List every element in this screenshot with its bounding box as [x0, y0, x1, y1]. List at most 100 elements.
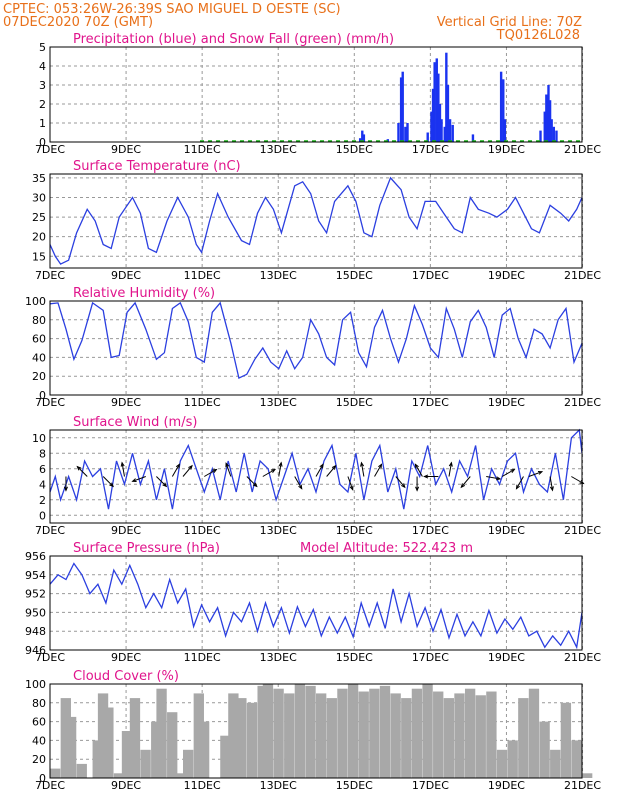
header-date: 07DEC2020 70Z (GMT) [3, 15, 153, 30]
panel-frame [49, 300, 583, 396]
cloud-bar [257, 685, 268, 778]
cloud-bar [103, 707, 114, 778]
cloud-bar [228, 693, 239, 778]
header-station: CPTEC: 053:26W-26:39S SAO MIGUEL D OESTE… [3, 2, 341, 17]
x-tick-label: 11DEC [184, 779, 221, 792]
x-tick-label: 7DEC [35, 143, 65, 156]
cloud-bar [401, 698, 412, 778]
cloud-bar [443, 698, 455, 778]
wind-arrowhead [414, 463, 419, 469]
cloud-bar [486, 691, 497, 778]
x-tick-label: 13DEC [260, 143, 297, 156]
cloud-bar [113, 773, 125, 778]
cloud-bar [220, 735, 231, 778]
x-tick-label: 11DEC [184, 269, 221, 282]
precip-bar [361, 130, 364, 142]
wind-arrow [246, 476, 258, 487]
wind-arrowhead [188, 464, 193, 470]
cloud-bar [151, 721, 162, 778]
wind-arrow [528, 471, 543, 477]
wind-arrow [414, 464, 423, 477]
precip-bar [362, 134, 366, 142]
precip-bar [399, 77, 403, 142]
wind-arrowhead [331, 464, 337, 470]
y-tick-label: 6 [39, 463, 46, 476]
x-tick-label: 17DEC [412, 779, 449, 792]
precip-bar [547, 85, 550, 142]
cloud-bar [121, 731, 133, 778]
x-tick-label: 9DEC [111, 269, 141, 282]
precip-bar [502, 79, 505, 142]
precip-bar [445, 52, 448, 143]
wind-arrow [360, 462, 365, 477]
x-tick-label: 19DEC [488, 143, 525, 156]
precip-bar [443, 126, 446, 142]
panel-frame [49, 46, 583, 143]
y-tick-label: 80 [32, 697, 46, 710]
wind-arrow [448, 462, 452, 477]
y-tick-label: 25 [32, 211, 46, 224]
wind-arrowhead [109, 482, 115, 488]
header-grid-note: Vertical Grid Line: 70Z [437, 15, 582, 30]
cloud-bar [358, 691, 369, 778]
panel-frame [49, 683, 583, 779]
precip-bar [555, 130, 558, 142]
wind-arrow [460, 476, 471, 488]
wind-arrow [486, 476, 501, 480]
cloud-bar [571, 740, 582, 778]
cloud-bar [433, 691, 444, 778]
cloud-bar [175, 773, 186, 778]
x-tick-label: 11DEC [184, 524, 221, 537]
x-tick-label: 17DEC [412, 143, 449, 156]
y-tick-label: 60 [32, 333, 46, 346]
precip-bar [539, 130, 542, 142]
x-tick-label: 13DEC [260, 396, 297, 409]
panel-title: Surface Wind (m/s) [73, 415, 197, 430]
wind-arrow [315, 464, 324, 477]
cloud-bar [464, 688, 476, 778]
panel-frame [49, 173, 583, 269]
wind-arrowhead [270, 468, 277, 473]
panel-5: 0 20 40 60 80 100 Cloud Cover (%) 7DEC 9DEC 11DEC… [25, 669, 601, 792]
wind-arrowhead [549, 486, 554, 492]
y-tick-label: 40 [32, 734, 46, 747]
wind-arrowhead [496, 476, 502, 481]
y-tick-label: 60 [32, 716, 46, 729]
x-tick-label: 21DEC [564, 269, 601, 282]
cloud-bar [411, 688, 423, 778]
wind-arrow [102, 476, 114, 487]
panel-3: 0 2 4 6 8 10 Surface Wind (m/s) 7DEC 9DEC 11DEC 13… [32, 415, 601, 537]
y-tick-label: 4 [39, 60, 46, 73]
x-tick-label: 13DEC [260, 651, 297, 664]
wind-arrow [225, 463, 232, 477]
cloud-bar [129, 698, 141, 778]
x-tick-label: 21DEC [564, 779, 601, 792]
x-tick-label: 11DEC [184, 143, 221, 156]
series-line [49, 176, 583, 265]
cloud-bar [582, 773, 593, 778]
cloud-bar [167, 712, 178, 778]
y-tick-label: 35 [32, 172, 46, 185]
cloud-bar [273, 688, 284, 778]
wind-arrowhead [448, 461, 453, 467]
precip-bar [503, 119, 507, 142]
cloud-bar [60, 698, 71, 778]
cloud-bar [183, 749, 194, 778]
wind-arrowhead [131, 478, 137, 482]
cloud-bar [193, 693, 204, 778]
panel-annotation: Model Altitude: 522.423 m [300, 541, 473, 556]
y-tick-label: 15 [32, 250, 46, 263]
x-tick-label: 15DEC [336, 269, 373, 282]
y-tick-label: 80 [32, 314, 46, 327]
precip-bar [438, 104, 442, 142]
series-line [49, 301, 583, 380]
x-tick-label: 15DEC [336, 524, 373, 537]
x-tick-label: 9DEC [111, 779, 141, 792]
wind-arrowhead [349, 485, 354, 491]
cloud-bar [550, 749, 561, 778]
precip-bar [437, 73, 440, 142]
wind-arrow [326, 465, 337, 477]
x-tick-label: 11DEC [184, 651, 221, 664]
wind-arrowhead [460, 483, 466, 489]
y-tick-label: 10 [32, 432, 46, 445]
